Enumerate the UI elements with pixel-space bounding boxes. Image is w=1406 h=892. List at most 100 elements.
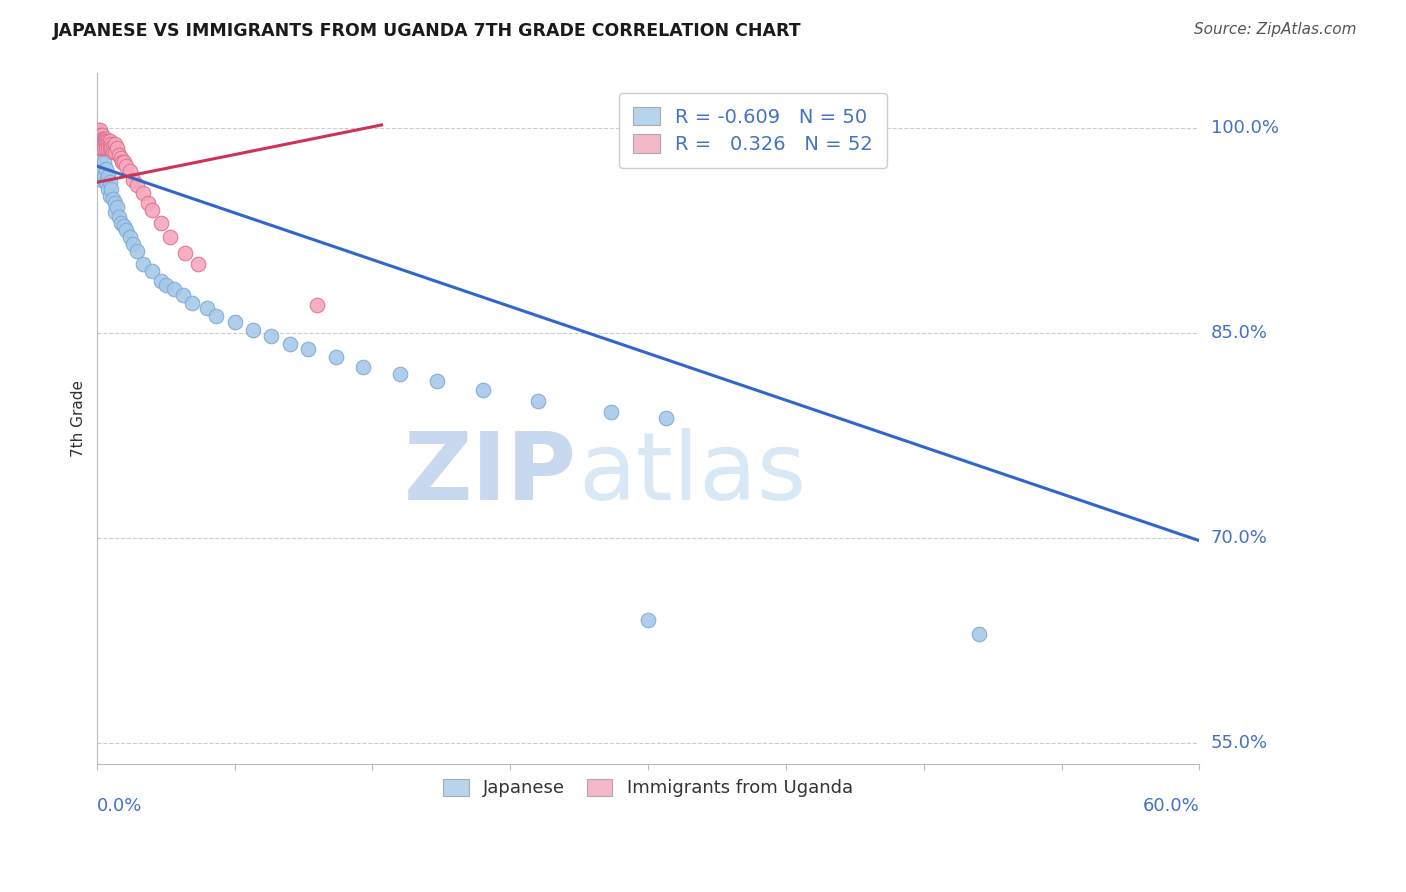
Point [91, 172, 114, 186]
Text: atlas: atlas [578, 427, 806, 519]
Point [131, 257, 153, 271]
Point [163, 282, 186, 296]
Point [110, 216, 132, 230]
Point [93, 169, 115, 183]
Point [526, 394, 548, 409]
Point [205, 310, 228, 324]
Point [107, 148, 129, 162]
Point [967, 626, 990, 640]
Point [97, 137, 120, 152]
Point [89, 128, 111, 142]
Point [600, 405, 623, 419]
Point [655, 410, 678, 425]
Point [94, 175, 117, 189]
Point [89, 137, 111, 152]
Point [87, 131, 110, 145]
Point [89, 123, 111, 137]
Point [100, 137, 122, 152]
Point [91, 128, 114, 142]
Y-axis label: 7th Grade: 7th Grade [72, 380, 86, 457]
Point [94, 137, 117, 152]
Point [187, 257, 209, 271]
Point [107, 210, 129, 224]
Point [104, 205, 127, 219]
Point [352, 359, 374, 374]
Point [110, 151, 132, 165]
Point [97, 134, 120, 148]
Point [155, 277, 177, 292]
Point [104, 137, 127, 152]
Point [112, 154, 135, 169]
Point [103, 141, 125, 155]
Point [93, 154, 115, 169]
Point [87, 128, 110, 142]
Point [94, 161, 117, 176]
Point [93, 137, 115, 152]
Point [100, 182, 122, 196]
Point [325, 351, 347, 365]
Point [136, 195, 159, 210]
Point [141, 264, 163, 278]
Point [149, 216, 172, 230]
Point [97, 182, 120, 196]
Point [89, 154, 111, 169]
Text: 55.0%: 55.0% [1211, 734, 1268, 752]
Point [224, 315, 246, 329]
Point [87, 134, 110, 148]
Point [104, 195, 127, 210]
Legend: Japanese, Immigrants from Uganda: Japanese, Immigrants from Uganda [434, 770, 862, 806]
Text: 0.0%: 0.0% [97, 797, 142, 814]
Point [471, 384, 494, 398]
Point [87, 123, 110, 137]
Text: 60.0%: 60.0% [1143, 797, 1199, 814]
Point [172, 287, 194, 301]
Point [94, 134, 117, 148]
Point [118, 164, 141, 178]
Point [297, 343, 319, 357]
Point [260, 328, 283, 343]
Text: 100.0%: 100.0% [1211, 119, 1278, 136]
Point [127, 178, 149, 193]
Point [141, 202, 163, 217]
Point [91, 164, 114, 178]
Point [115, 223, 138, 237]
Point [118, 230, 141, 244]
Point [93, 131, 115, 145]
Text: Source: ZipAtlas.com: Source: ZipAtlas.com [1194, 22, 1357, 37]
Point [173, 246, 195, 260]
Text: ZIP: ZIP [404, 427, 576, 519]
Point [94, 141, 117, 155]
Point [307, 298, 329, 312]
Point [89, 161, 111, 176]
Point [89, 141, 111, 155]
Point [122, 236, 145, 251]
Point [112, 219, 135, 234]
Point [98, 141, 121, 155]
Point [159, 230, 181, 244]
Point [93, 134, 115, 148]
Point [91, 141, 114, 155]
Point [181, 295, 204, 310]
Point [91, 148, 114, 162]
Point [89, 131, 111, 145]
Text: 70.0%: 70.0% [1211, 529, 1267, 547]
Point [131, 186, 153, 201]
Point [100, 141, 122, 155]
Text: 85.0%: 85.0% [1211, 324, 1268, 342]
Point [127, 244, 149, 258]
Point [97, 169, 120, 183]
Point [195, 301, 218, 316]
Point [115, 159, 138, 173]
Point [91, 137, 114, 152]
Point [388, 367, 411, 381]
Point [278, 336, 301, 351]
Point [87, 134, 110, 148]
Point [111, 154, 134, 169]
Point [94, 131, 117, 145]
Point [87, 137, 110, 152]
Point [91, 134, 114, 148]
Point [105, 200, 128, 214]
Point [89, 134, 111, 148]
Point [98, 189, 121, 203]
Point [103, 145, 125, 160]
